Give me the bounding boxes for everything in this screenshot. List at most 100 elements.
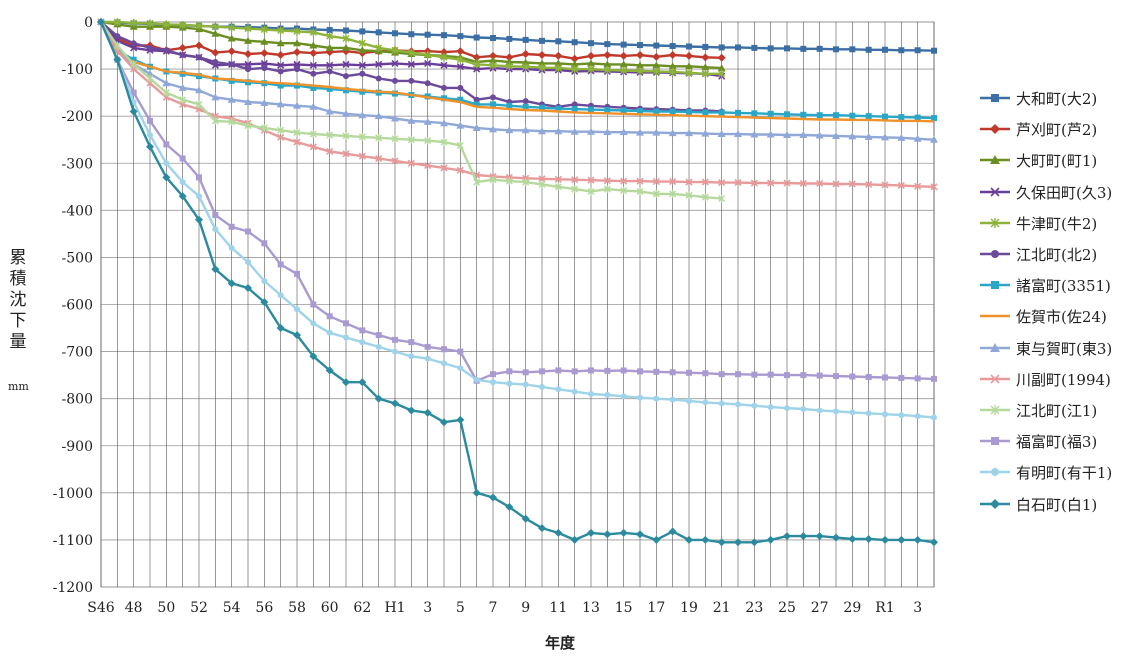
data-point — [750, 130, 759, 138]
y-axis-label: 累積沈下量 — [6, 248, 30, 353]
x-tick-label: 48 — [125, 600, 143, 616]
data-point — [277, 61, 285, 69]
legend-swatch — [980, 187, 1010, 197]
data-point — [636, 177, 644, 185]
data-point — [472, 123, 481, 131]
data-point — [179, 20, 187, 29]
data-point — [456, 55, 464, 64]
data-point — [734, 178, 742, 187]
data-point — [751, 44, 758, 51]
legend-swatch — [980, 217, 1010, 228]
x-tick-label: 62 — [353, 600, 371, 616]
data-point — [293, 101, 301, 109]
data-point — [310, 70, 317, 77]
data-point — [701, 69, 709, 78]
data-point — [146, 142, 154, 151]
data-point — [653, 395, 660, 402]
data-point — [620, 177, 628, 185]
data-point — [751, 110, 758, 117]
x-tick-label: 7 — [489, 600, 498, 616]
data-point — [342, 109, 350, 117]
data-point — [538, 50, 546, 59]
data-point — [473, 34, 480, 41]
data-point — [309, 41, 318, 49]
data-point — [342, 131, 350, 140]
data-point — [815, 532, 824, 541]
data-point — [930, 183, 938, 191]
data-point — [603, 177, 611, 185]
data-point — [244, 121, 252, 130]
data-point — [358, 61, 366, 69]
data-point — [539, 37, 545, 44]
legend-label: 諸富町(3351) — [1016, 277, 1111, 296]
data-point — [636, 66, 644, 75]
legend-label: 東与賀町(東3) — [1016, 339, 1113, 358]
data-point — [539, 368, 545, 375]
data-point — [195, 86, 203, 94]
legend-label: 久保田町(久3) — [1016, 183, 1113, 202]
data-point — [506, 380, 513, 387]
data-point — [326, 147, 334, 156]
x-tick-label: H1 — [384, 600, 405, 616]
data-point — [293, 138, 301, 146]
data-point — [408, 339, 415, 346]
data-point — [668, 129, 677, 137]
data-point — [652, 128, 661, 136]
data-point — [538, 63, 546, 72]
data-point — [147, 117, 153, 124]
data-point — [587, 59, 595, 67]
data-point — [326, 32, 334, 41]
data-point — [212, 226, 219, 233]
data-point — [407, 48, 415, 57]
data-point — [505, 502, 514, 511]
data-point — [603, 50, 612, 59]
x-tick-label: 19 — [680, 600, 698, 616]
data-point — [882, 46, 888, 53]
legend-label: 有明町(有干1) — [1016, 464, 1113, 483]
data-point — [260, 59, 268, 67]
data-point — [604, 107, 611, 114]
data-point — [277, 68, 284, 75]
data-point — [685, 68, 693, 77]
data-point — [228, 245, 235, 251]
data-point — [162, 173, 171, 182]
data-point — [881, 535, 889, 544]
data-point — [686, 43, 692, 50]
data-point — [881, 133, 889, 141]
data-point — [359, 88, 366, 95]
data-point — [816, 112, 823, 119]
data-point — [636, 530, 644, 539]
data-point — [195, 100, 203, 109]
series-line — [99, 21, 935, 544]
data-point — [358, 39, 366, 48]
data-point — [375, 332, 382, 339]
data-point — [882, 411, 888, 418]
data-point — [473, 96, 480, 103]
data-point — [538, 524, 546, 533]
legend-item: 江北町(江1) — [978, 398, 1146, 422]
data-point — [833, 112, 839, 119]
data-point — [815, 131, 824, 139]
legend-item: 牛津町(牛2) — [978, 211, 1146, 235]
data-point — [603, 530, 612, 539]
data-point — [686, 398, 692, 405]
data-point — [685, 129, 693, 137]
data-point — [309, 352, 318, 361]
data-point — [490, 94, 496, 101]
data-point — [783, 131, 791, 138]
data-point — [718, 44, 725, 51]
data-point — [457, 365, 464, 372]
data-point — [228, 23, 236, 32]
data-point — [554, 528, 563, 537]
y-tick-label: -700 — [62, 345, 93, 361]
data-point — [913, 535, 922, 544]
data-point — [227, 95, 236, 103]
data-point — [848, 132, 857, 140]
data-point — [113, 55, 122, 64]
data-point — [441, 95, 447, 102]
data-point — [783, 179, 791, 187]
y-axis-label-char: 積 — [9, 269, 27, 289]
data-point — [702, 109, 709, 116]
x-tick-label: 23 — [745, 600, 763, 616]
